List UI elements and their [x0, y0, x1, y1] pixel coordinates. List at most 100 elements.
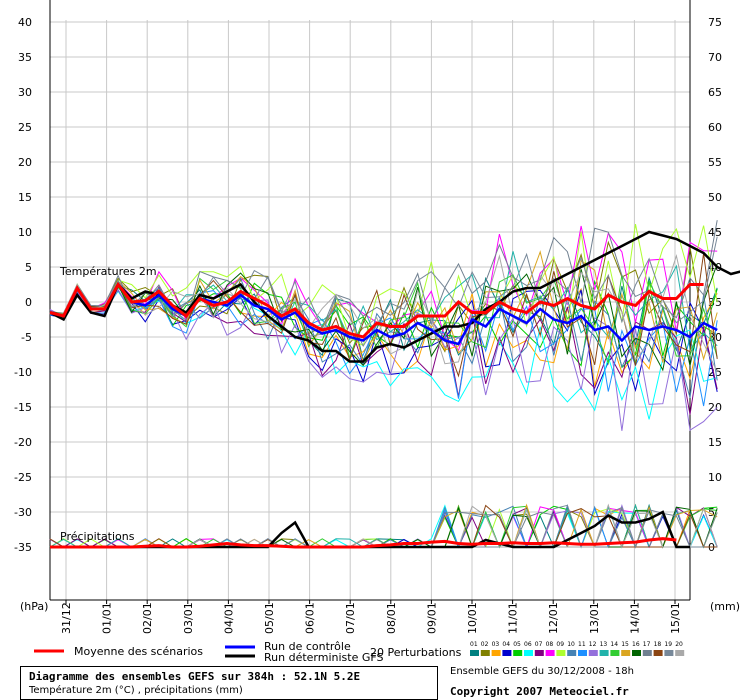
left-tick-label: -20 [14, 436, 32, 449]
perturbation-number: 17 [643, 641, 651, 648]
left-tick-label: 20 [18, 156, 32, 169]
right-tick-label: 70 [708, 51, 722, 64]
temperature-section-label: Températures 2m [59, 265, 157, 278]
perturbation-temp-line [49, 225, 718, 351]
perturbation-swatch [502, 650, 512, 656]
x-tick-label: 03/01 [182, 602, 195, 634]
perturbation-swatch [588, 650, 598, 656]
x-tick-label: 13/01 [588, 602, 601, 634]
perturbation-temp-line [49, 224, 718, 347]
x-tick-label: 09/01 [425, 602, 438, 634]
perturbation-swatch [653, 650, 663, 656]
legend-perturbations-label: 20 Perturbations [370, 646, 462, 659]
perturbation-temp-line [49, 236, 718, 348]
perturbation-swatch [675, 650, 685, 656]
perturbation-number: 08 [546, 641, 554, 648]
x-tick-label: 11/01 [507, 602, 520, 634]
perturbation-temp-line [49, 220, 718, 330]
right-tick-label: 10 [708, 471, 722, 484]
perturbation-number: 16 [632, 641, 640, 648]
left-tick-label: 0 [25, 296, 32, 309]
left-tick-label: -5 [21, 331, 32, 344]
perturbation-number: 03 [492, 641, 500, 648]
x-tick-label: 12/01 [547, 602, 560, 634]
perturbation-swatch [513, 650, 523, 656]
left-tick-label: -10 [14, 366, 32, 379]
perturbation-swatch [621, 650, 631, 656]
perturbation-number: 19 [664, 641, 672, 648]
perturbation-number: 10 [567, 641, 575, 648]
perturbation-number: 06 [524, 641, 532, 648]
right-unit-label: (mm) [710, 600, 740, 613]
perturbation-swatch [664, 650, 674, 656]
right-tick-label: 25 [708, 366, 722, 379]
temperature-series-line [49, 281, 704, 339]
perturbation-temp-line [49, 284, 718, 407]
perturbation-swatch [599, 650, 609, 656]
right-tick-label: 15 [708, 436, 722, 449]
x-tick-label: 31/12 [60, 602, 73, 634]
perturbation-swatch [556, 650, 566, 656]
left-tick-label: 10 [18, 226, 32, 239]
perturbation-temp-line [49, 253, 718, 378]
perturbation-number: 07 [535, 641, 543, 648]
perturbation-number: 01 [470, 641, 478, 648]
copyright: Copyright 2007 Meteociel.fr [450, 685, 629, 698]
x-tick-label: 04/01 [222, 602, 235, 634]
left-tick-label: 15 [18, 191, 32, 204]
perturbation-number: 14 [610, 641, 618, 648]
ensemble-date: Ensemble GEFS du 30/12/2008 - 18h [450, 666, 634, 677]
right-tick-label: 55 [708, 156, 722, 169]
legend-det-label: Run déterministe GFS [264, 651, 384, 664]
x-tick-label: 14/01 [628, 602, 641, 634]
perturbation-swatch [642, 650, 652, 656]
legend-control-label: Run de contrôle [264, 640, 351, 653]
perturbation-swatch [470, 650, 479, 656]
perturbation-swatch [480, 650, 490, 656]
left-tick-label: -30 [14, 506, 32, 519]
perturbation-number: 04 [502, 641, 510, 648]
perturbation-number: 12 [589, 641, 597, 648]
main-series [49, 230, 740, 549]
perturbation-temp-line [49, 254, 718, 373]
perturbation-number: 20 [675, 641, 683, 648]
x-tick-label: 08/01 [385, 602, 398, 634]
perturbation-legend: 01 02 03 04 05 06 07 08 09 10 11 12 13 14 15 16 17 18 19 20 [470, 641, 685, 656]
left-tick-label: -35 [14, 541, 32, 554]
left-tick-label: 40 [18, 16, 32, 29]
temperature-series-line [49, 282, 718, 346]
perturbation-swatch [610, 650, 620, 656]
left-tick-label: -15 [14, 401, 32, 414]
left-unit-label: (hPa) [20, 600, 48, 613]
x-tick-label: 05/01 [263, 602, 276, 634]
chart-title-box: Diagramme des ensembles GEFS sur 384h : … [20, 666, 438, 700]
x-tick-label: 01/01 [101, 602, 114, 634]
x-axis-ticks: 31/12 01/01 02/01 03/01 04/01 05/01 06/01 07/01… [60, 600, 682, 634]
x-tick-label: 02/01 [141, 602, 154, 634]
perturbation-number: 18 [654, 641, 662, 648]
right-tick-label: 35 [708, 296, 722, 309]
left-tick-label: 30 [18, 86, 32, 99]
perturbation-swatch [534, 650, 544, 656]
perturbation-number: 13 [600, 641, 608, 648]
chart-title: Diagramme des ensembles GEFS sur 384h : … [29, 670, 361, 683]
right-tick-label: 65 [708, 86, 722, 99]
perturbation-swatch [578, 650, 587, 656]
right-tick-label: 50 [708, 191, 722, 204]
left-tick-label: 25 [18, 121, 32, 134]
right-tick-label: 60 [708, 121, 722, 134]
left-tick-label: -25 [14, 471, 32, 484]
perturbation-number: 11 [578, 641, 586, 648]
perturbation-swatch [632, 650, 641, 656]
perturbation-number: 05 [513, 641, 521, 648]
left-axis-ticks: 40 35 30 25 20 15 10 5 0 -5 -10 -15 -20 -25 -30 -35 [14, 16, 32, 554]
perturbation-swatch [524, 650, 533, 656]
perturbation-swatch [491, 650, 501, 656]
x-tick-label: 07/01 [344, 602, 357, 634]
left-tick-label: 35 [18, 51, 32, 64]
precipitation-series-line [50, 537, 677, 549]
precipitation-section-label: Précipitations [60, 530, 135, 543]
perturbation-number: 09 [556, 641, 564, 648]
